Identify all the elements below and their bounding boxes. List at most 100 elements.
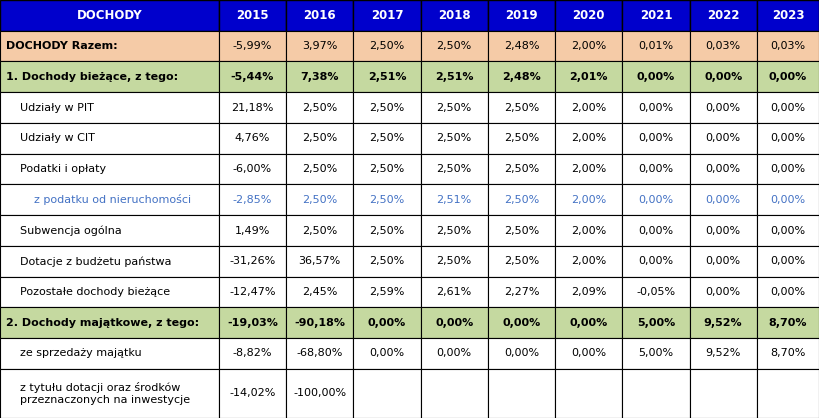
Bar (286, 0, 353, 31)
Bar (353, 154, 420, 184)
Bar (488, 123, 555, 154)
Bar (219, 31, 286, 61)
Bar (488, 31, 555, 61)
Text: 2,00%: 2,00% (571, 133, 606, 143)
Text: -6,00%: -6,00% (233, 164, 272, 174)
Text: DOCHODY Razem:: DOCHODY Razem: (6, 41, 118, 51)
Bar (757, 0, 819, 31)
Text: Subwencja ogólna: Subwencja ogólna (20, 225, 122, 236)
Text: Udziały w CIT: Udziały w CIT (20, 133, 95, 143)
Bar (0, 123, 219, 154)
Bar (555, 123, 622, 154)
Bar (690, 61, 757, 92)
Bar (690, 369, 757, 418)
Text: 2,50%: 2,50% (302, 133, 337, 143)
Bar (353, 123, 420, 154)
Bar (420, 369, 488, 418)
Bar (555, 307, 622, 338)
Bar (219, 123, 286, 154)
Bar (219, 154, 286, 184)
Text: 2,50%: 2,50% (369, 41, 405, 51)
Text: 2,50%: 2,50% (369, 195, 405, 205)
Bar (690, 246, 757, 277)
Text: 2,45%: 2,45% (302, 287, 337, 297)
Bar (286, 92, 353, 123)
Text: 8,70%: 8,70% (769, 318, 808, 328)
Bar (757, 369, 819, 418)
Text: 0,00%: 0,00% (706, 226, 740, 235)
Text: 2,00%: 2,00% (571, 256, 606, 266)
Text: 2,50%: 2,50% (437, 102, 472, 112)
Bar (286, 246, 353, 277)
Text: 2017: 2017 (371, 9, 403, 22)
Bar (420, 123, 488, 154)
Text: 2,09%: 2,09% (571, 287, 606, 297)
Text: DOCHODY: DOCHODY (77, 9, 143, 22)
Text: 2,50%: 2,50% (437, 256, 472, 266)
Bar (353, 338, 420, 369)
Bar (353, 184, 420, 215)
Text: -90,18%: -90,18% (294, 318, 345, 328)
Bar (757, 184, 819, 215)
Bar (757, 307, 819, 338)
Text: 0,00%: 0,00% (706, 287, 740, 297)
Bar (622, 338, 690, 369)
Text: 9,52%: 9,52% (704, 318, 743, 328)
Text: 2,27%: 2,27% (504, 287, 539, 297)
Text: 2019: 2019 (505, 9, 538, 22)
Text: z tytułu dotacji oraz środków
przeznaczonych na inwestycje: z tytułu dotacji oraz środków przeznaczo… (20, 382, 190, 405)
Text: 2,48%: 2,48% (504, 41, 539, 51)
Text: -19,03%: -19,03% (227, 318, 278, 328)
Text: 2,50%: 2,50% (504, 164, 539, 174)
Text: 0,00%: 0,00% (771, 226, 805, 235)
Bar (488, 0, 555, 31)
Bar (488, 61, 555, 92)
Text: 0,00%: 0,00% (435, 318, 473, 328)
Text: 7,38%: 7,38% (301, 72, 339, 82)
Bar (219, 0, 286, 31)
Text: 2,50%: 2,50% (504, 133, 539, 143)
Bar (757, 31, 819, 61)
Bar (488, 246, 555, 277)
Text: 0,00%: 0,00% (368, 318, 406, 328)
Text: 0,00%: 0,00% (706, 102, 740, 112)
Text: 2,00%: 2,00% (571, 164, 606, 174)
Text: 0,00%: 0,00% (771, 195, 805, 205)
Text: 2,50%: 2,50% (504, 195, 539, 205)
Bar (690, 31, 757, 61)
Bar (0, 31, 219, 61)
Text: Dotacje z budżetu państwa: Dotacje z budżetu państwa (20, 256, 171, 267)
Text: -0,05%: -0,05% (636, 287, 676, 297)
Bar (286, 338, 353, 369)
Text: 0,00%: 0,00% (706, 256, 740, 266)
Text: 2,51%: 2,51% (437, 195, 472, 205)
Text: -5,99%: -5,99% (233, 41, 272, 51)
Text: 0,01%: 0,01% (638, 41, 673, 51)
Text: 0,00%: 0,00% (771, 287, 805, 297)
Text: 2023: 2023 (771, 9, 804, 22)
Text: 36,57%: 36,57% (299, 256, 341, 266)
Bar (219, 61, 286, 92)
Bar (622, 0, 690, 31)
Text: 2,50%: 2,50% (504, 226, 539, 235)
Bar (622, 61, 690, 92)
Bar (690, 277, 757, 307)
Text: 21,18%: 21,18% (231, 102, 274, 112)
Bar (420, 31, 488, 61)
Text: 2,50%: 2,50% (437, 226, 472, 235)
Text: z podatku od nieruchomości: z podatku od nieruchomości (34, 194, 191, 205)
Text: 2,48%: 2,48% (502, 72, 541, 82)
Text: 1,49%: 1,49% (235, 226, 270, 235)
Text: 0,00%: 0,00% (706, 195, 740, 205)
Bar (219, 307, 286, 338)
Bar (690, 184, 757, 215)
Bar (488, 92, 555, 123)
Bar (353, 246, 420, 277)
Bar (286, 277, 353, 307)
Bar (219, 369, 286, 418)
Bar (286, 307, 353, 338)
Text: 2016: 2016 (303, 9, 336, 22)
Bar (353, 31, 420, 61)
Text: 9,52%: 9,52% (705, 349, 741, 359)
Text: 5,00%: 5,00% (638, 349, 673, 359)
